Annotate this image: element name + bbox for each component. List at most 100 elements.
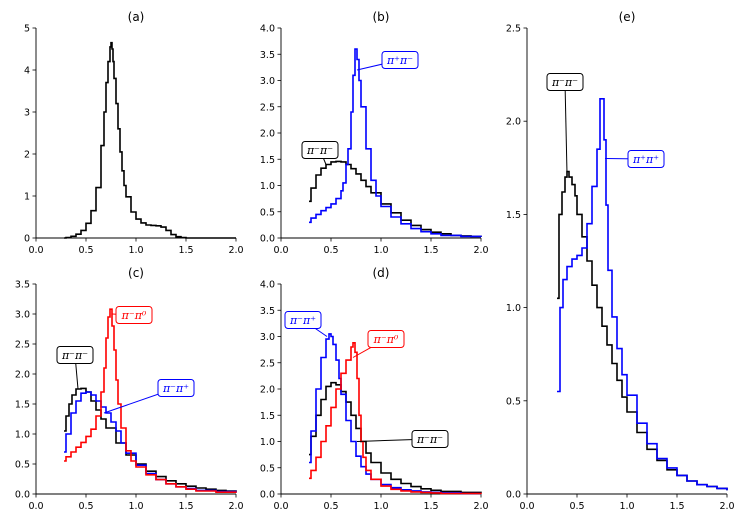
y-tick-label: 2.0 bbox=[260, 385, 275, 396]
y-tick-label: 0.0 bbox=[260, 490, 275, 501]
panel-title: (d) bbox=[373, 266, 390, 280]
annotation-label: π⁻π⁻ bbox=[551, 76, 578, 89]
annotation-box bbox=[381, 51, 419, 69]
y-tick-label: 0 bbox=[24, 234, 30, 245]
y-tick-label: 4.0 bbox=[260, 280, 275, 291]
x-tick-label: 1.0 bbox=[128, 501, 143, 512]
series-line-π⁻π⁻ bbox=[309, 160, 482, 238]
x-tick-label: 2.0 bbox=[228, 245, 243, 256]
y-tick-label: 1.5 bbox=[260, 411, 275, 422]
y-tick-label: 4.0 bbox=[260, 24, 275, 35]
x-tick-label: 1.5 bbox=[423, 501, 438, 512]
series-line-π⁺π⁻ bbox=[309, 48, 482, 238]
annotation-label: π⁻π⁰ bbox=[373, 333, 399, 346]
y-tick-label: 2.5 bbox=[506, 24, 521, 35]
y-tick-label: 1.5 bbox=[15, 400, 30, 411]
x-tick-label: 0.5 bbox=[323, 245, 338, 256]
y-tick-label: 2.0 bbox=[15, 370, 30, 381]
y-tick-label: 2.5 bbox=[15, 340, 30, 351]
y-tick-label: 2.5 bbox=[260, 102, 275, 113]
x-tick-label: 0.5 bbox=[78, 245, 93, 256]
x-tick-label: 2.0 bbox=[473, 245, 488, 256]
y-tick-label: 3.5 bbox=[15, 280, 30, 291]
annotation-box bbox=[115, 306, 153, 324]
x-tick-label: 2.0 bbox=[719, 501, 734, 512]
annotation-box bbox=[157, 379, 195, 397]
x-tick-label: 0.0 bbox=[273, 501, 288, 512]
y-tick-label: 0.5 bbox=[506, 396, 521, 407]
panel-title: (e) bbox=[619, 10, 636, 24]
panel-d: (d) 0.0 0.5 1.0 1.5 2.0 0.0 0.5 1.0 1.5 2.0 2.5 3.0 3… bbox=[260, 266, 489, 512]
panel-c: (c) 0.0 0.5 1.0 1.5 2.0 0.0 0.5 1.0 1.5 2.0 2.5 3.0 3… bbox=[15, 266, 244, 512]
annotation-leader bbox=[564, 81, 568, 174]
panel-a: (a) 0.0 0.5 1.0 1.5 2.0 0 1 2 3 4 5 bbox=[24, 10, 244, 256]
series-line-π⁻π⁺ bbox=[64, 391, 237, 493]
annotation-box bbox=[546, 73, 584, 91]
series-line-π⁺π⁺ bbox=[557, 98, 728, 491]
annotation-box bbox=[284, 311, 322, 329]
annotation-label: π⁻π⁻ bbox=[306, 144, 333, 157]
panel-title: (a) bbox=[128, 10, 145, 24]
panel-title: (b) bbox=[373, 10, 390, 24]
y-tick-label: 0.0 bbox=[506, 490, 521, 501]
series-line-total bbox=[64, 41, 236, 239]
panel-e: (e) 0.0 0.5 1.0 1.5 2.0 0.0 0.5 1.0 1.5 2.0 2.5 π⁻π⁻… bbox=[506, 10, 735, 512]
x-tick-label: 1.0 bbox=[373, 501, 388, 512]
annotation-box bbox=[56, 346, 94, 364]
y-tick-label: 2 bbox=[24, 150, 30, 161]
x-tick-label: 0.0 bbox=[28, 501, 43, 512]
y-tick-label: 1.0 bbox=[260, 181, 275, 192]
y-tick-label: 2.5 bbox=[260, 358, 275, 369]
x-tick-label: 1.5 bbox=[669, 501, 684, 512]
y-tick-label: 3.0 bbox=[260, 332, 275, 343]
y-tick-label: 1.0 bbox=[260, 437, 275, 448]
panel-b: (b) 0.0 0.5 1.0 1.5 2.0 0.0 0.5 1.0 1.5 2.0 2.5 3.0 3… bbox=[260, 10, 489, 256]
annotation-label: π⁻π⁻ bbox=[416, 433, 443, 446]
y-tick-label: 0.5 bbox=[260, 463, 275, 474]
x-tick-label: 1.0 bbox=[128, 245, 143, 256]
y-tick-label: 3 bbox=[24, 108, 30, 119]
series-line-π⁻π⁻ bbox=[309, 381, 482, 494]
x-tick-label: 2.0 bbox=[228, 501, 243, 512]
annotation-box bbox=[367, 330, 405, 348]
y-tick-label: 3.0 bbox=[15, 310, 30, 321]
x-tick-label: 0.5 bbox=[78, 501, 93, 512]
y-tick-label: 0.5 bbox=[15, 460, 30, 471]
panel-title: (c) bbox=[128, 266, 144, 280]
x-tick-label: 1.5 bbox=[178, 501, 193, 512]
y-tick-label: 0.5 bbox=[260, 207, 275, 218]
y-tick-label: 1 bbox=[24, 192, 30, 203]
y-tick-label: 3.0 bbox=[260, 76, 275, 87]
series-line-π⁻π⁺ bbox=[309, 333, 481, 495]
annotation-label: π⁻π⁺ bbox=[162, 382, 189, 395]
annotation-label: π⁺π⁺ bbox=[632, 153, 659, 166]
x-tick-label: 1.0 bbox=[619, 501, 634, 512]
y-tick-label: 2.0 bbox=[260, 129, 275, 140]
annotation-box bbox=[627, 150, 665, 168]
annotation-label: π⁻π⁻ bbox=[61, 349, 88, 362]
y-tick-label: 4 bbox=[24, 66, 30, 77]
y-tick-label: 1.5 bbox=[260, 155, 275, 166]
y-tick-label: 3.5 bbox=[260, 50, 275, 61]
series-line-π⁻π⁰ bbox=[309, 342, 482, 495]
y-tick-label: 1.0 bbox=[15, 430, 30, 441]
y-tick-label: 5 bbox=[24, 24, 30, 35]
annotation-label: π⁻π⁺ bbox=[289, 314, 316, 327]
x-tick-label: 1.5 bbox=[178, 245, 193, 256]
x-tick-label: 0.0 bbox=[28, 245, 43, 256]
series-line-π⁻π⁰ bbox=[64, 308, 237, 493]
x-tick-label: 1.0 bbox=[373, 245, 388, 256]
y-tick-label: 1.5 bbox=[506, 210, 521, 221]
annotation-label: π⁺π⁻ bbox=[386, 54, 413, 67]
x-tick-label: 1.5 bbox=[423, 245, 438, 256]
x-tick-label: 0.5 bbox=[569, 501, 584, 512]
annotation-box bbox=[411, 430, 449, 448]
y-tick-label: 2.0 bbox=[506, 117, 521, 128]
x-tick-label: 0.0 bbox=[519, 501, 534, 512]
y-tick-label: 0.0 bbox=[15, 490, 30, 501]
annotation-label: π⁻π⁰ bbox=[121, 309, 147, 322]
y-tick-label: 0.0 bbox=[260, 234, 275, 245]
x-tick-label: 0.5 bbox=[323, 501, 338, 512]
y-tick-label: 3.5 bbox=[260, 306, 275, 317]
